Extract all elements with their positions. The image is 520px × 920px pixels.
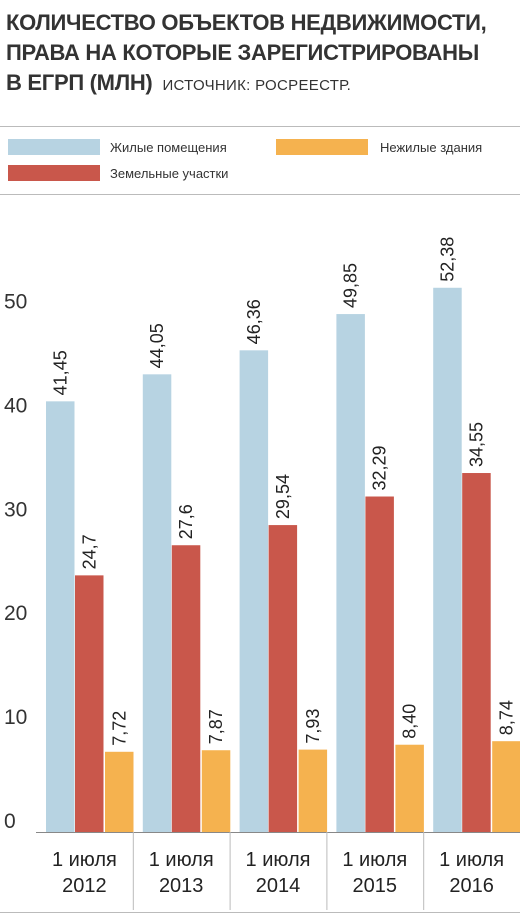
value-label-nonresidential-3: 8,40: [400, 704, 420, 739]
legend-item-nonresidential: Нежилые здания: [276, 139, 482, 155]
legend-swatch-land: [8, 165, 100, 181]
bar-residential-0: [46, 401, 75, 832]
x-tick-label-1-0: 1 июля: [149, 849, 214, 871]
legend-label-residential: Жилые помещения: [110, 139, 227, 155]
value-label-residential-1: 44,05: [147, 323, 167, 368]
value-label-land-4: 34,55: [466, 422, 486, 467]
x-tick-label-3-1: 2015: [353, 875, 398, 897]
y-tick-label-0: 0: [4, 810, 16, 833]
source-note: ИСТОЧНИК: РОСРЕЕСТР.: [162, 77, 352, 94]
bar-residential-2: [239, 350, 269, 832]
value-label-land-1: 27,6: [176, 504, 196, 539]
legend-swatch-nonresidential: [276, 139, 368, 155]
value-label-nonresidential-2: 7,93: [303, 709, 323, 744]
value-label-residential-3: 49,85: [341, 263, 361, 308]
bar-nonresidential-4: [492, 741, 520, 832]
y-tick-label-30: 30: [4, 498, 27, 521]
value-label-nonresidential-0: 7,72: [109, 711, 129, 746]
chart-separator: [0, 194, 520, 195]
x-tick-label-1-1: 2013: [159, 875, 204, 897]
legend-label-nonresidential: Нежилые здания: [380, 139, 483, 155]
bar-land-0: [75, 575, 104, 832]
value-label-nonresidential-4: 8,74: [496, 700, 516, 735]
x-tick-label-0-0: 1 июля: [52, 849, 117, 871]
title-line-3-text: В ЕГРП (МЛН): [6, 70, 153, 95]
bar-nonresidential-3: [395, 744, 424, 832]
x-tick-label-4-0: 1 июля: [439, 849, 504, 871]
bar-land-3: [365, 496, 394, 832]
y-tick-label-20: 20: [4, 602, 27, 625]
value-label-land-2: 29,54: [273, 474, 293, 519]
bar-nonresidential-1: [201, 750, 231, 832]
y-tick-label-50: 50: [4, 291, 27, 314]
bar-residential-4: [433, 287, 462, 832]
value-label-residential-4: 52,38: [437, 237, 457, 282]
bar-land-2: [268, 525, 298, 832]
x-tick-label-2-1: 2014: [256, 875, 301, 897]
value-label-residential-0: 41,45: [50, 350, 70, 395]
x-tick-label-4-1: 2016: [449, 875, 494, 897]
title-line-1: КОЛИЧЕСТВО ОБЪЕКТОВ НЕДВИЖИМОСТИ,: [6, 10, 487, 35]
bar-nonresidential-0: [105, 751, 134, 832]
bar-residential-3: [336, 314, 365, 833]
y-tick-label-40: 40: [4, 394, 27, 417]
legend: Жилые помещения Нежилые здания Земельные…: [0, 126, 520, 189]
title-line-3: В ЕГРП (МЛН) ИСТОЧНИК: РОСРЕЕСТР.: [6, 68, 516, 101]
title-line-2: ПРАВА НА КОТОРЫЕ ЗАРЕГИСТРИРОВАНЫ: [6, 40, 479, 65]
legend-item-residential: Жилые помещения: [8, 139, 227, 155]
legend-item-land: Земельные участки: [8, 165, 228, 181]
x-tick-label-2-0: 1 июля: [246, 849, 311, 871]
chart-title: КОЛИЧЕСТВО ОБЪЕКТОВ НЕДВИЖИМОСТИ, ПРАВА …: [6, 8, 516, 101]
bar-land-4: [462, 473, 491, 832]
legend-swatch-residential: [8, 139, 100, 155]
bar-nonresidential-2: [298, 749, 328, 832]
bar-residential-1: [142, 374, 172, 832]
value-label-nonresidential-1: 7,87: [206, 709, 226, 744]
value-label-land-0: 24,7: [79, 534, 99, 569]
value-label-residential-2: 46,36: [244, 299, 264, 344]
x-tick-label-3-0: 1 июля: [342, 849, 407, 871]
legend-label-land: Земельные участки: [110, 165, 229, 181]
x-tick-label-0-1: 2012: [62, 875, 107, 897]
value-label-land-3: 32,29: [370, 445, 390, 490]
bar-land-1: [171, 545, 201, 832]
y-tick-label-10: 10: [4, 706, 27, 729]
